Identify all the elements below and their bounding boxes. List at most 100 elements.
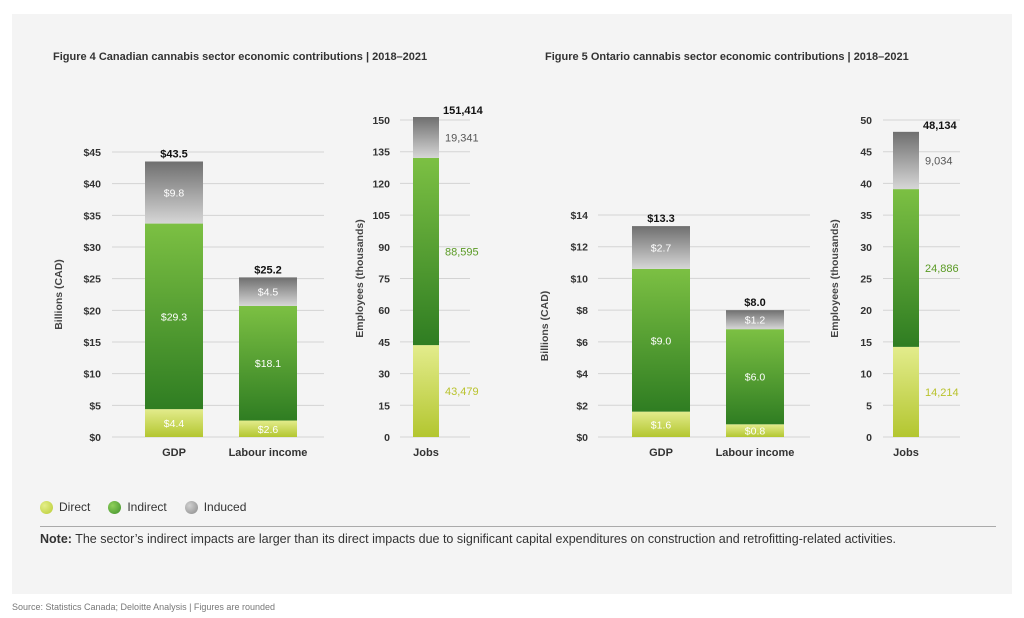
source-line: Source: Statistics Canada; Deloitte Anal…: [12, 602, 275, 612]
legend-label-indirect: Indirect: [127, 500, 167, 514]
y-tick-label: $12: [570, 242, 588, 254]
y-tick-label: $4: [576, 369, 588, 381]
y-tick-label: $2: [576, 400, 588, 412]
bar-segment-direct: [726, 424, 784, 437]
bar-segment-indirect: [726, 329, 784, 425]
dollar-panel: $0 $2 $4 $6 $8 $10 $12 $14 Billions (CAD) $1.6 $9.…: [539, 210, 810, 459]
y-tick-label: 5: [866, 400, 872, 412]
y-tick-label: $35: [83, 210, 101, 222]
bar-segment-induced: [145, 161, 203, 224]
total-value-label: $13.3: [647, 213, 675, 225]
y-axis-label: Billions (CAD): [53, 259, 65, 330]
bar-segment-indirect: [239, 305, 297, 421]
total-value-label: $43.5: [160, 149, 188, 161]
legend-label-induced: Induced: [203, 500, 247, 514]
footnote: Note: The sector’s indirect impacts are …: [40, 532, 896, 546]
y-tick-label: $10: [83, 369, 101, 381]
y-tick-label: 135: [372, 147, 390, 159]
y-tick-label: $14: [570, 210, 588, 222]
jobs-panel: 0 5 10 15 20 25 30 35 40 45 50 Employees (thousands…: [829, 115, 960, 459]
bar-segment-direct: [632, 411, 690, 437]
bar-segment-indirect: [145, 223, 203, 410]
y-tick-label: 30: [378, 369, 390, 381]
y-tick-label: $5: [89, 400, 101, 412]
y-tick-label: 35: [860, 210, 872, 222]
total-value-label: $25.2: [254, 264, 282, 276]
y-tick-label: $10: [570, 273, 588, 285]
legend-item-indirect: Indirect: [108, 500, 167, 514]
chart-figure-5: Figure 5 Ontario cannabis sector economi…: [539, 51, 960, 459]
y-tick-label: 15: [860, 337, 872, 349]
y-tick-label: $0: [89, 432, 101, 444]
y-tick-label: $15: [83, 337, 101, 349]
bar-segment-induced: [632, 226, 690, 269]
y-tick-label: $0: [576, 432, 588, 444]
legend-swatch-direct: [40, 500, 53, 514]
bar-segment-induced: [893, 131, 919, 190]
segment-value-label: $9.8: [164, 188, 185, 200]
note-text: The sector’s indirect impacts are larger…: [71, 532, 896, 546]
segment-value-label: $1.6: [651, 419, 672, 431]
category-label: Jobs: [893, 447, 919, 459]
segment-value-label: $1.2: [745, 315, 766, 327]
y-tick-label: 60: [378, 305, 390, 317]
y-tick-label: 50: [860, 115, 872, 127]
y-tick-label: 20: [860, 305, 872, 317]
bar-segment-induced: [726, 310, 784, 330]
y-tick-label: 25: [860, 274, 872, 286]
charts-canvas: Figure 4 Canadian cannabis sector econom…: [53, 51, 960, 459]
y-tick-label: $40: [83, 179, 101, 191]
y-axis-label: Billions (CAD): [539, 291, 551, 362]
segment-value-label: $4.4: [164, 418, 185, 430]
category-label: GDP: [649, 447, 673, 459]
bar-segment-direct: [239, 420, 297, 437]
bar-segment-indirect: [632, 268, 690, 412]
legend-label-direct: Direct: [59, 500, 91, 514]
segment-value-label: 24,886: [925, 263, 959, 275]
segment-value-label: $2.6: [258, 424, 279, 436]
total-value-label: 151,414: [443, 105, 484, 117]
segment-value-label: $29.3: [161, 311, 187, 323]
legend-item-direct: Direct: [40, 500, 90, 514]
category-label: GDP: [162, 447, 186, 459]
segment-value-label: 9,034: [925, 155, 953, 167]
y-tick-label: $6: [576, 337, 588, 349]
dollar-panel: $0 $5 $10 $15 $20 $25 $30 $35 $40 $45 Billions (CA…: [53, 147, 324, 459]
category-label: Labour income: [229, 447, 308, 459]
bar-segment-direct: [145, 409, 203, 437]
y-tick-label: $20: [83, 305, 101, 317]
y-tick-label: $25: [83, 274, 101, 286]
bar-segment-induced: [239, 277, 297, 306]
y-tick-label: $45: [83, 147, 101, 159]
y-tick-label: 120: [372, 178, 390, 190]
bar-segment-indirect: [413, 157, 439, 346]
segment-value-label: $6.0: [745, 372, 766, 384]
segment-value-label: $0.8: [745, 426, 766, 438]
total-value-label: $8.0: [744, 297, 765, 309]
bar-segment-direct: [893, 346, 919, 437]
y-axis-label: Employees (thousands): [354, 219, 366, 337]
y-tick-label: 10: [860, 369, 872, 381]
legend-swatch-indirect: [108, 500, 122, 514]
y-tick-label: 105: [372, 210, 390, 222]
note-divider: [40, 526, 996, 527]
legend-swatch-induced: [184, 500, 198, 514]
segment-value-label: 43,479: [445, 386, 479, 398]
y-tick-label: 30: [860, 242, 872, 254]
segment-value-label: $4.5: [258, 287, 279, 299]
note-label: Note:: [40, 532, 72, 546]
y-tick-label: $30: [83, 242, 101, 254]
bar-segment-direct: [413, 345, 439, 437]
jobs-panel: 0 15 30 45 60 75 90 105 120 135 150 Employees (thou…: [354, 105, 484, 459]
y-tick-label: 40: [860, 178, 872, 190]
bar-segment-induced: [413, 117, 439, 158]
y-tick-label: 45: [378, 337, 390, 349]
y-axis-label: Employees (thousands): [829, 219, 841, 337]
category-label: Jobs: [413, 447, 439, 459]
segment-value-label: $2.7: [651, 243, 672, 255]
y-tick-label: 90: [378, 242, 390, 254]
segment-value-label: 88,595: [445, 246, 479, 258]
y-tick-label: 0: [384, 432, 390, 444]
legend: Direct Indirect Induced: [40, 500, 246, 514]
legend-item-induced: Induced: [184, 500, 247, 514]
